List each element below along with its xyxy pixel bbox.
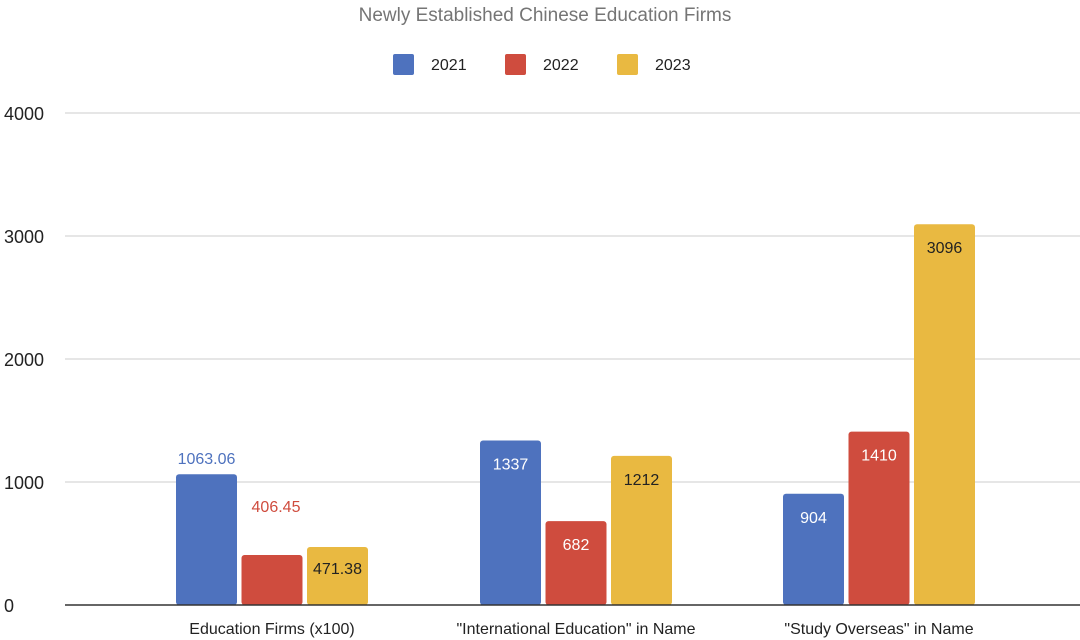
- x-tick-label-2: "International Education" in Name: [456, 621, 695, 638]
- bar-2023-cat2: [611, 455, 672, 605]
- data-label-2023-cat3: 3096: [927, 240, 963, 257]
- legend-label-2021: 2021: [431, 57, 467, 74]
- bar-2022-cat3: [848, 431, 910, 605]
- legend: 2021 2022 2023: [393, 54, 691, 75]
- bar-2022-cat1: [241, 555, 303, 605]
- data-label-2023-cat1: 471.38: [313, 561, 362, 578]
- bars: [176, 224, 975, 605]
- data-label-2021-cat2: 1337: [493, 457, 529, 474]
- data-label-2021-cat3: 904: [800, 510, 827, 527]
- data-label-2022-cat3: 1410: [861, 448, 897, 465]
- y-tick-label-1000: 1000: [4, 473, 44, 493]
- bar-2021-cat1: [176, 474, 237, 605]
- data-label-2023-cat2: 1212: [624, 472, 660, 489]
- bar-2021-cat3: [783, 493, 844, 605]
- y-axis: 0 1000 2000 3000 4000: [4, 104, 44, 616]
- legend-swatch-2021: [393, 54, 414, 75]
- y-tick-label-2000: 2000: [4, 350, 44, 370]
- bar-2023-cat1: [307, 547, 368, 605]
- legend-label-2022: 2022: [543, 57, 579, 74]
- legend-swatch-2023: [617, 54, 638, 75]
- legend-swatch-2022: [505, 54, 526, 75]
- x-tick-label-1: Education Firms (x100): [189, 621, 354, 638]
- data-label-2021-cat1: 1063.06: [178, 451, 236, 468]
- legend-label-2023: 2023: [655, 57, 691, 74]
- bar-2021-cat2: [480, 440, 541, 605]
- data-label-2022-cat1: 406.45: [252, 499, 301, 516]
- y-tick-label-4000: 4000: [4, 104, 44, 124]
- bar-2023-cat3: [914, 224, 975, 605]
- chart-title: Newly Established Chinese Education Firm…: [359, 5, 732, 26]
- y-tick-label-0: 0: [4, 596, 14, 616]
- bar-2022-cat2: [545, 521, 607, 605]
- data-labels: 1063.06 406.45 471.38 1337 682 1212 904 1410 309…: [178, 240, 963, 578]
- x-tick-label-3: "Study Overseas" in Name: [784, 621, 973, 638]
- data-label-2022-cat2: 682: [563, 537, 590, 554]
- x-axis: Education Firms (x100) "International Edu…: [65, 604, 1080, 638]
- y-tick-label-3000: 3000: [4, 227, 44, 247]
- gridlines: [65, 112, 1080, 483]
